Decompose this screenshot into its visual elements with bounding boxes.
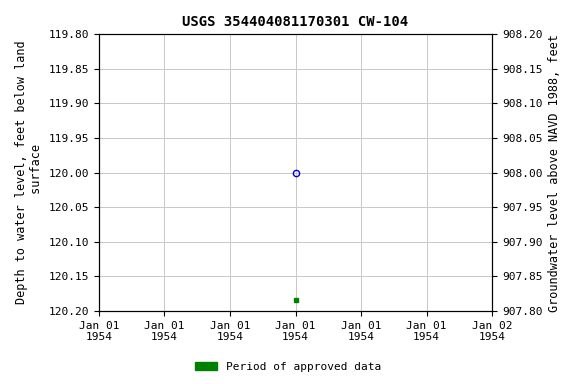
Y-axis label: Groundwater level above NAVD 1988, feet: Groundwater level above NAVD 1988, feet bbox=[548, 34, 561, 311]
Y-axis label: Depth to water level, feet below land
 surface: Depth to water level, feet below land su… bbox=[15, 41, 43, 305]
Title: USGS 354404081170301 CW-104: USGS 354404081170301 CW-104 bbox=[183, 15, 408, 29]
Legend: Period of approved data: Period of approved data bbox=[191, 358, 385, 377]
